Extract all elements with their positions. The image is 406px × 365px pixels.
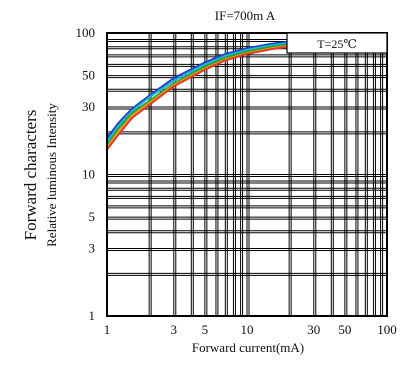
y-tick-labels: 1 3 5 10 30 50 100 <box>76 25 96 323</box>
x-tick-labels: 1 3 5 10 30 50 100 <box>104 322 397 337</box>
y-tick-label: 50 <box>82 68 95 83</box>
y-axis-outer-label: Forward characters <box>21 110 40 241</box>
chart-title: IF=700m A <box>215 8 276 23</box>
y-axis-label: Relative luminous Intensity <box>44 103 59 247</box>
y-tick-label: 30 <box>82 99 95 114</box>
annotation-box <box>286 32 388 54</box>
x-tick-label: 3 <box>171 322 178 337</box>
series-line-1 <box>106 40 291 140</box>
series-line-2 <box>106 42 291 143</box>
x-tick-label: 100 <box>377 322 397 337</box>
y-tick-label: 100 <box>76 25 96 40</box>
x-tick-label: 50 <box>338 322 351 337</box>
x-tick-label: 1 <box>104 322 111 337</box>
y-tick-label: 1 <box>89 308 96 323</box>
x-axis-label: Forward current(mA) <box>192 340 304 355</box>
y-tick-label: 3 <box>89 240 96 255</box>
data-series <box>106 40 291 151</box>
grid-lines <box>107 33 387 316</box>
x-tick-label: 5 <box>202 322 209 337</box>
plot-frame <box>106 32 388 317</box>
annotation-temperature: T=25℃ <box>317 37 357 51</box>
y-tick-label: 5 <box>89 209 96 224</box>
series-line-5 <box>106 45 291 151</box>
series-line-3 <box>106 43 291 147</box>
x-tick-label: 30 <box>307 322 320 337</box>
x-tick-label: 10 <box>241 322 254 337</box>
y-tick-label: 10 <box>82 167 95 182</box>
